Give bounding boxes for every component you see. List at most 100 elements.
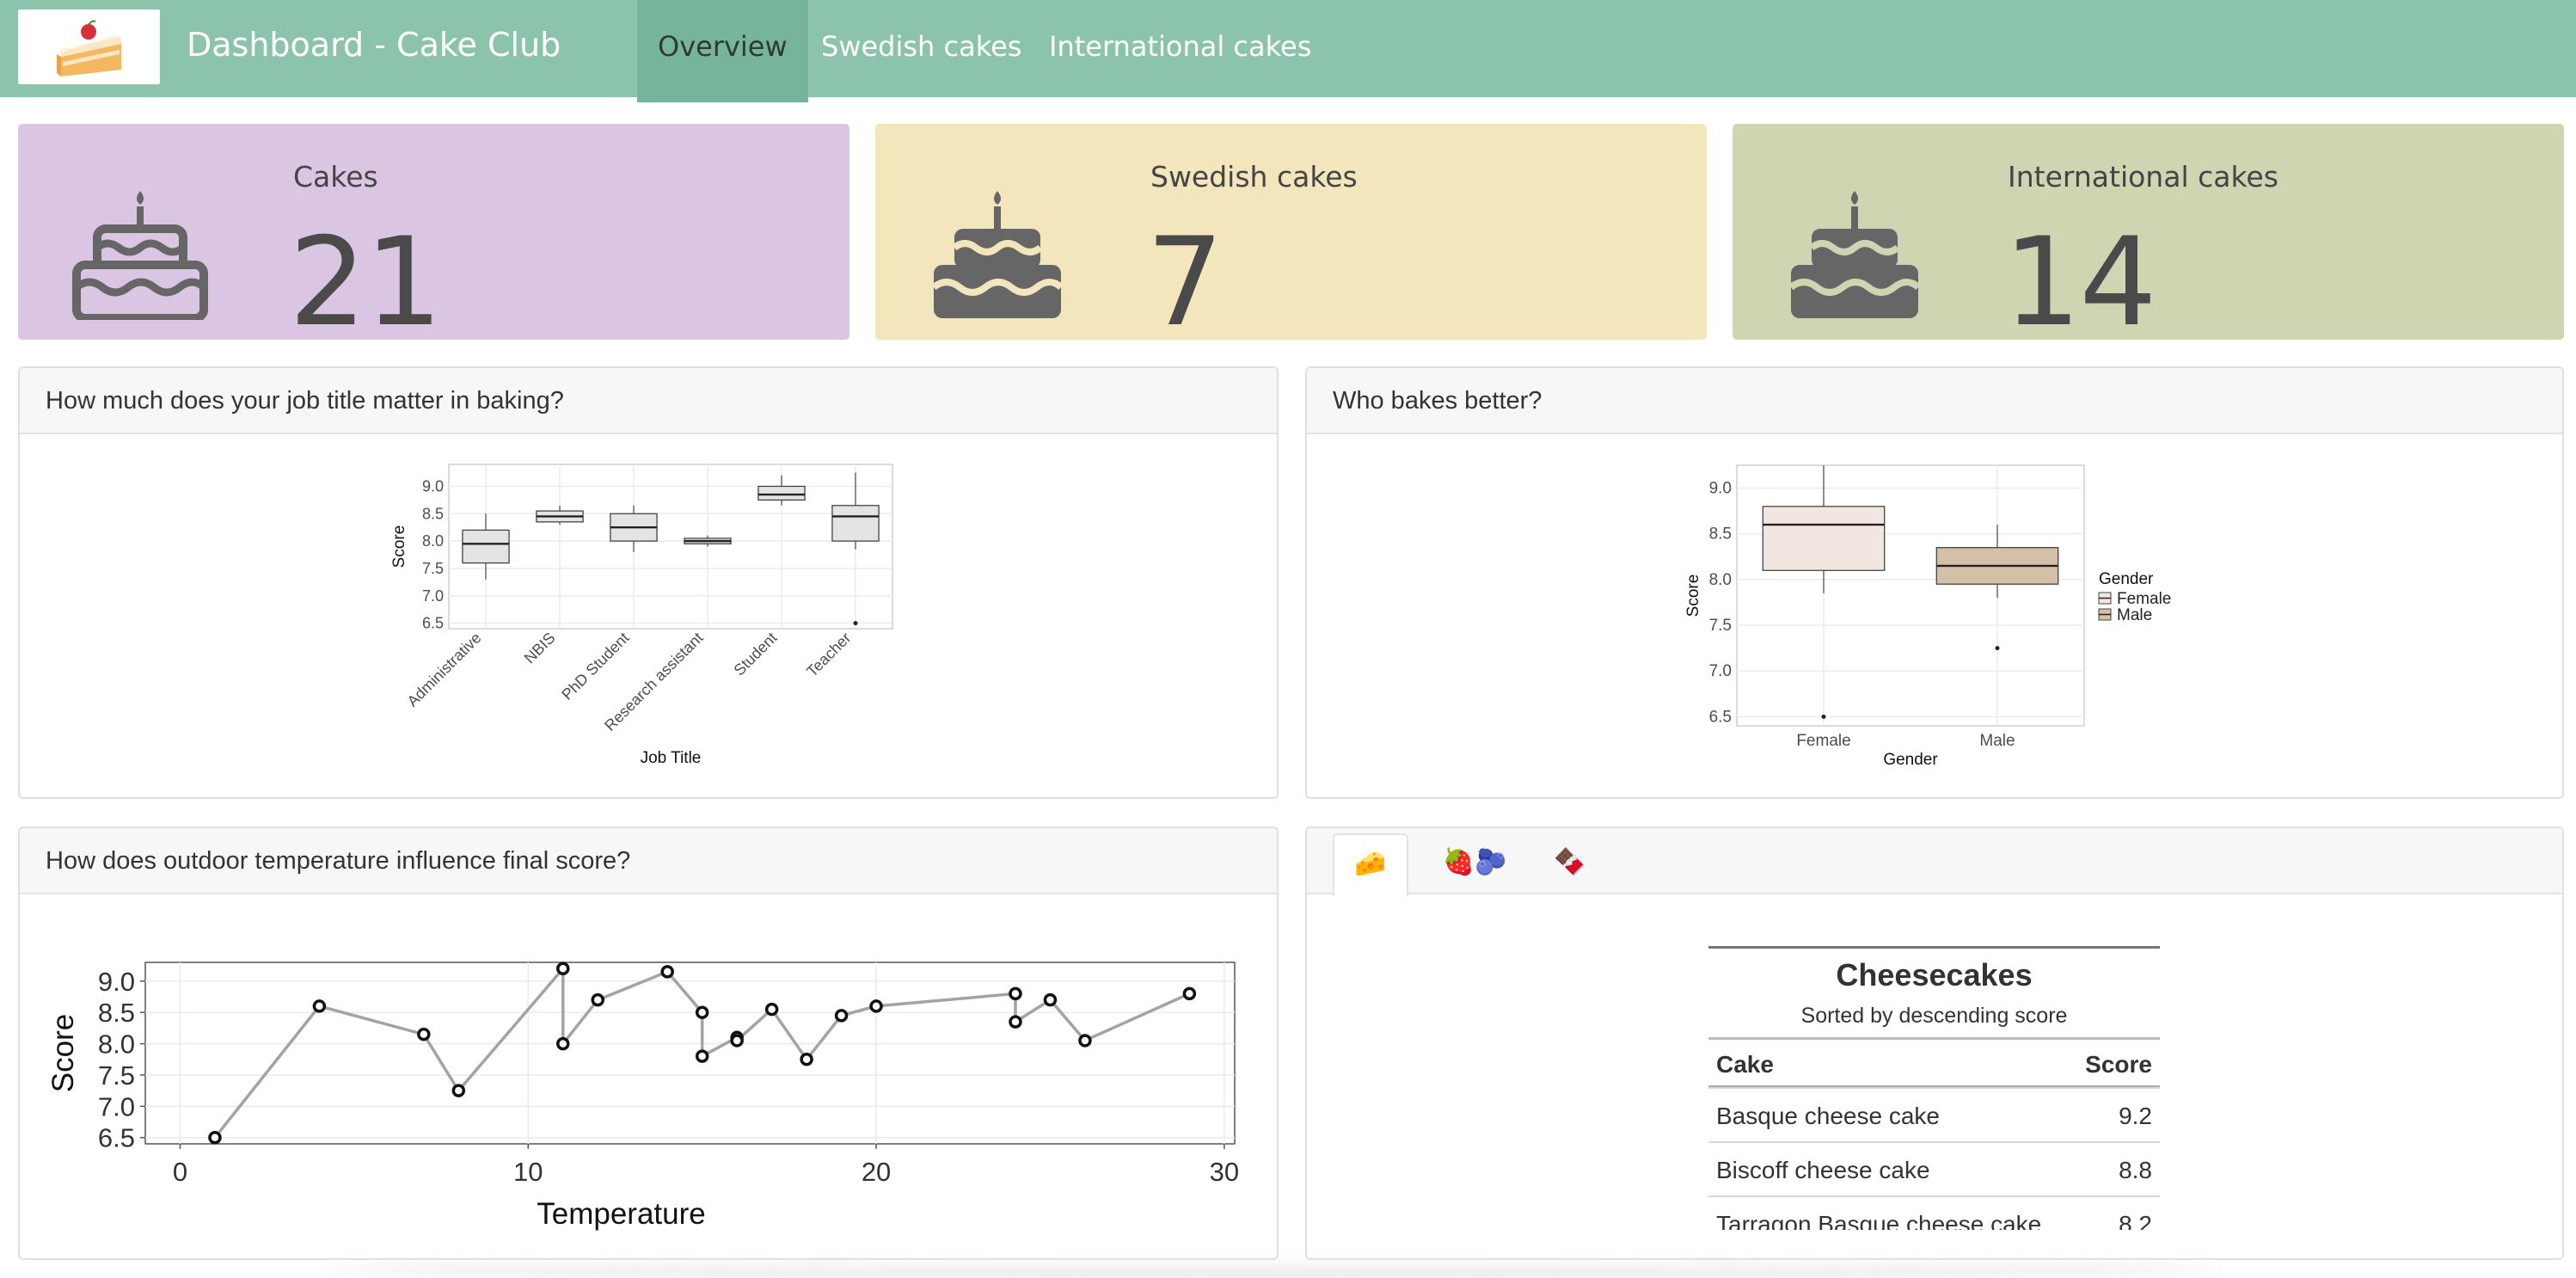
value-box-swedish-cakes: Swedish cakes 7: [875, 124, 1707, 353]
table-header: Cake Score: [1708, 1037, 2160, 1087]
data-point: [1182, 986, 1197, 1001]
table-subtitle: Sorted by descending score: [1800, 1004, 2068, 1028]
box: [462, 529, 510, 564]
tab-overview[interactable]: Overview: [637, 0, 808, 102]
navbar: Dashboard - Cake Club Overview Swedish c…: [0, 0, 2576, 102]
data-point: [764, 1002, 779, 1017]
plot-panel: [448, 464, 893, 630]
y-tick-label: 8.5: [1709, 525, 1732, 544]
y-tick-label: 8.5: [422, 505, 444, 522]
data-point: [800, 1053, 813, 1066]
data-point: [1078, 1034, 1092, 1048]
tab-international-cakes[interactable]: International cakes: [1049, 30, 1312, 63]
cake-score-table: Cheesecakes Sorted by descending score C…: [1708, 946, 2160, 1230]
y-tick-label: 7.0: [1709, 662, 1732, 680]
card-title: Who bakes better?: [1307, 368, 2562, 434]
y-tick-label: 9.0: [422, 477, 444, 495]
y-tick-label: 8.0: [98, 1029, 135, 1060]
x-tick-label: 0: [173, 1157, 187, 1187]
y-axis-label: Score: [1684, 574, 1702, 617]
table-row: Basque cheese cake 9.2: [1708, 1087, 2160, 1141]
x-tick-label: 20: [862, 1157, 891, 1187]
plot-panel: [144, 962, 1236, 1145]
birthday-cake-icon: [72, 191, 208, 320]
table-row: Tarragon Basque cheese cake 8.2: [1708, 1195, 2160, 1230]
cell-score: 8.2: [2119, 1211, 2152, 1230]
legend-title: Gender: [2099, 570, 2154, 588]
job-title-boxplot: 6.5 7.0 7.5 8.0 8.5 9.0 Administrative NBIS PhD …: [390, 464, 893, 767]
data-point: [660, 965, 674, 979]
box: [1762, 506, 1886, 571]
y-tick-label: 8.0: [422, 532, 444, 550]
scroll-shadow: [327, 1256, 2218, 1278]
cell-score: 8.8: [2119, 1157, 2152, 1183]
y-tick-label: 8.5: [98, 998, 135, 1028]
x-tick-label: 10: [513, 1157, 543, 1187]
tab-swedish-cakes[interactable]: Swedish cakes: [821, 30, 1022, 63]
data-point: [591, 992, 604, 1007]
outlier-point: [1995, 646, 2000, 651]
plot-panel: [1736, 464, 2085, 727]
y-tick-label: 6.5: [422, 615, 444, 632]
y-tick-label: 7.0: [422, 587, 444, 605]
x-axis-label: Gender: [1883, 751, 1938, 769]
data-point: [1009, 1015, 1022, 1029]
data-point: [869, 999, 883, 1013]
data-point: [695, 1005, 709, 1019]
cell-score: 9.2: [2119, 1103, 2152, 1129]
brand-title[interactable]: Dashboard - Cake Club: [187, 26, 561, 64]
y-tick-label: 7.5: [1709, 617, 1732, 635]
table-title: Cheesecakes: [1836, 957, 2033, 992]
y-tick-label: 6.5: [98, 1123, 135, 1153]
data-point: [730, 1034, 744, 1048]
y-tick-label: 8.0: [1709, 571, 1732, 589]
data-point: [1009, 986, 1022, 1001]
data-point: [208, 1130, 222, 1145]
y-tick-label: 9.0: [98, 967, 135, 997]
tab-bar: 🧀 🍓🫐 🍫: [1307, 828, 2562, 896]
x-tick-label: Teacher: [803, 629, 854, 679]
data-point: [834, 1009, 849, 1023]
x-tick-label: Male: [1979, 732, 2015, 750]
table-row: Biscoff cheese cake 8.8: [1708, 1141, 2160, 1195]
box: [831, 505, 880, 542]
card-title: How much does your job title matter in b…: [20, 368, 1277, 434]
tab-berry-cakes[interactable]: 🍓🫐: [1442, 848, 1507, 876]
x-tick-label: Student: [731, 629, 781, 679]
value-box-number: 7: [1146, 212, 1224, 353]
cell-cake: Tarragon Basque cheese cake: [1716, 1211, 2042, 1230]
logo[interactable]: [18, 9, 160, 84]
legend-label: Male: [2117, 606, 2152, 624]
temperature-line-chart: 6.57.07.58.08.59.0 0 10 20 30 Temperature Scor…: [46, 962, 1239, 1231]
legend-label: Female: [2117, 590, 2171, 608]
column-header-score[interactable]: Score: [2085, 1051, 2152, 1078]
y-axis-label: Score: [46, 1014, 80, 1092]
column-header-cake[interactable]: Cake: [1716, 1051, 1774, 1078]
tab-chocolate-cakes[interactable]: 🍫: [1554, 848, 1586, 876]
data-point: [1043, 992, 1058, 1007]
x-axis-label: Temperature: [537, 1197, 705, 1231]
birthday-cake-icon: [931, 191, 1064, 318]
value-box-number: 21: [289, 212, 443, 353]
y-tick-label: 7.0: [98, 1091, 135, 1121]
value-box-number: 14: [2003, 212, 2157, 353]
cell-cake: Basque cheese cake: [1716, 1103, 1940, 1129]
birthday-cake-icon: [1788, 191, 1921, 318]
cell-cake: Biscoff cheese cake: [1716, 1157, 1930, 1183]
cake-slice-icon: [57, 20, 121, 77]
y-tick-label: 6.5: [1709, 708, 1732, 726]
x-tick-label: NBIS: [521, 629, 559, 667]
data-point: [556, 962, 570, 976]
data-point: [556, 1036, 570, 1051]
x-axis-label: Job Title: [641, 749, 702, 767]
y-tick-label: 9.0: [1709, 480, 1732, 498]
data-point: [312, 999, 327, 1013]
y-tick-label: 7.5: [98, 1060, 135, 1091]
data-point: [695, 1049, 709, 1063]
x-tick-label: PhD Student: [558, 629, 632, 703]
outlier-point: [1821, 714, 1826, 719]
tab-cheesecakes[interactable]: 🧀: [1333, 833, 1408, 896]
card-title: How does outdoor temperature influence f…: [20, 828, 1277, 894]
value-box-title: Swedish cakes: [1150, 160, 1358, 194]
